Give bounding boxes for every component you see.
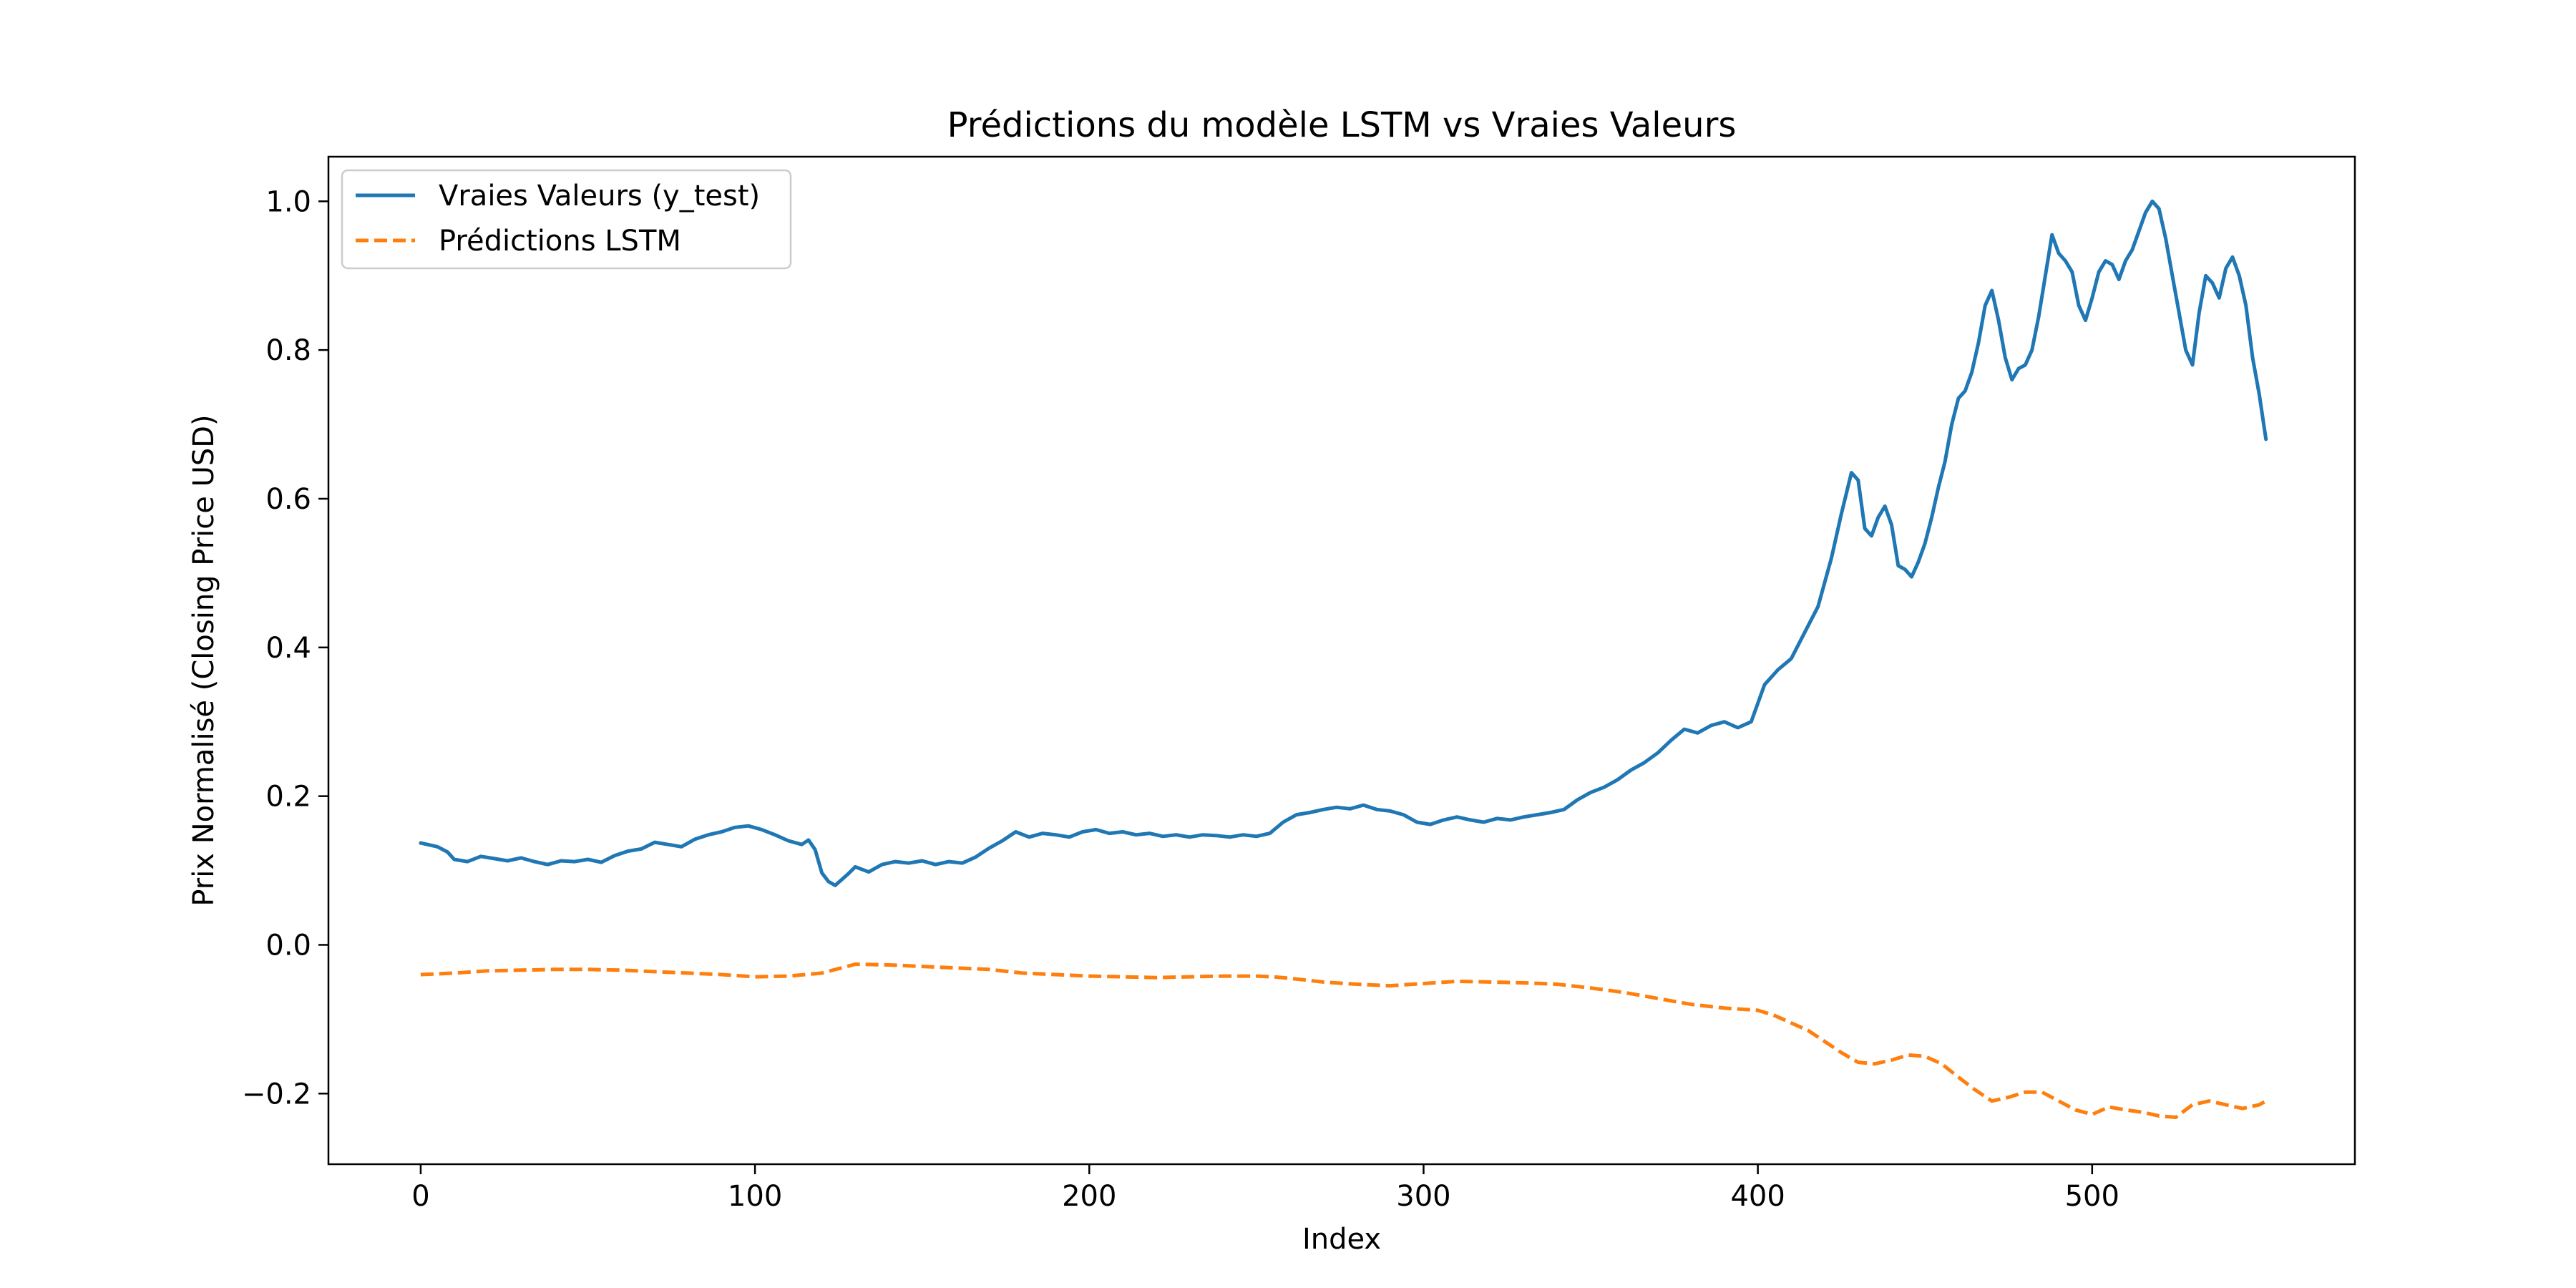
y-tick-label: 1.0 [265,185,311,218]
legend-label-true-values: Vraies Valeurs (y_test) [439,180,760,213]
y-tick-label: 0.4 [265,632,311,665]
y-axis-label: Prix Normalisé (Closing Price USD) [187,414,220,906]
y-tick-label: −0.2 [242,1078,311,1111]
x-tick-label: 500 [2065,1180,2119,1213]
plot-area [327,155,2356,1166]
x-tick-label: 100 [728,1180,782,1213]
x-axis: 0 100 200 300 400 500 [411,1164,2119,1213]
x-axis-label: Index [1302,1223,1381,1256]
legend-box [341,169,792,270]
plot-frame [327,155,2356,1166]
series-layer [419,199,2268,1119]
y-tick-label: 0.2 [265,781,311,814]
legend: Vraies Valeurs (y_test) Prédictions LSTM [341,169,792,270]
x-tick-label: 200 [1062,1180,1116,1213]
y-tick-label: 0.8 [265,334,311,367]
x-tick-label: 300 [1396,1180,1450,1213]
y-axis: −0.2 0.0 0.2 0.4 0.6 0.8 1.0 [242,185,328,1111]
chart-title: Prédictions du modèle LSTM vs Vraies Val… [947,105,1737,145]
series-line-true-values [419,199,2268,887]
series-line-lstm-predictions [420,962,2267,1119]
y-tick-label: 0.0 [265,929,311,962]
legend-label-lstm-predictions: Prédictions LSTM [439,225,681,258]
y-tick-label: 0.6 [265,483,311,516]
x-tick-label: 0 [411,1180,429,1213]
x-tick-label: 400 [1730,1180,1785,1213]
